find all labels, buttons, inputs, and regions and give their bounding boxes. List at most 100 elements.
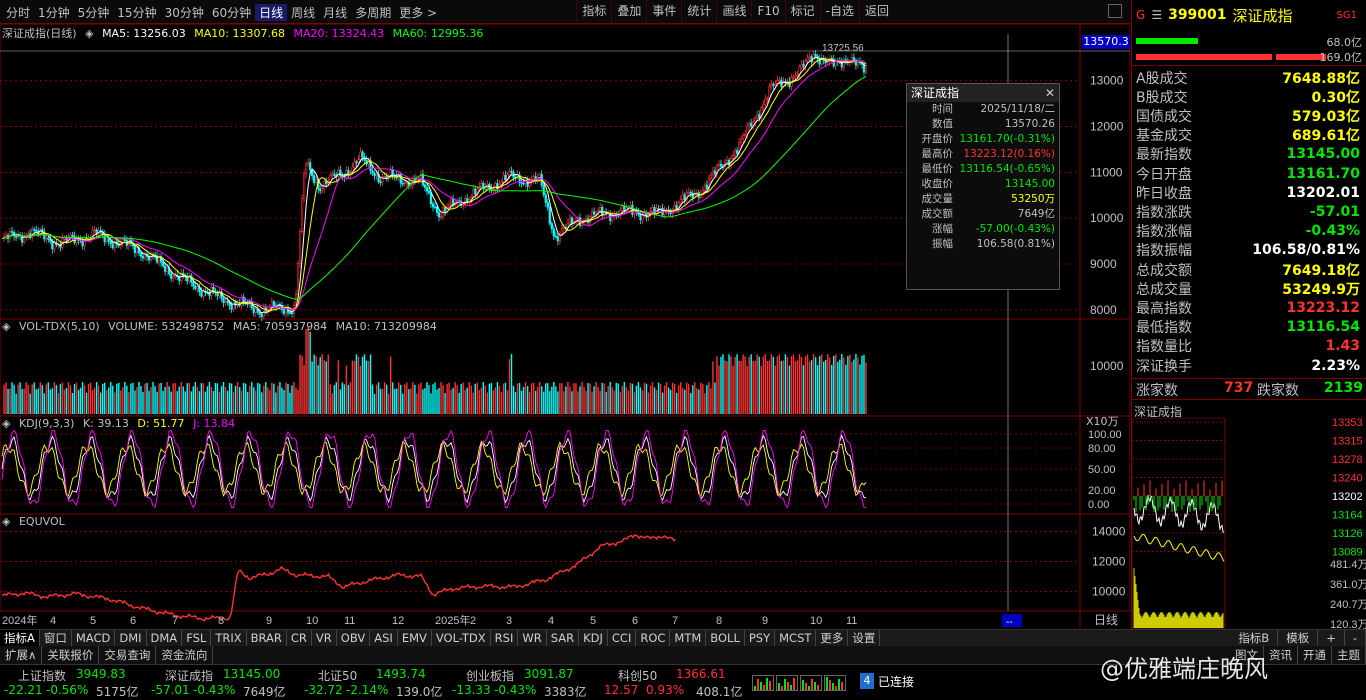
window-restore-icon[interactable]: [1108, 4, 1122, 18]
cursor-value-box: 13570.3: [1082, 35, 1130, 49]
mini-price-tick: 13278: [1332, 454, 1363, 466]
indicator-tab-right[interactable]: +: [1318, 630, 1345, 646]
indicator-tab[interactable]: MACD: [72, 630, 116, 646]
indicator-tab[interactable]: ROC: [636, 630, 671, 646]
vol-collapse-icon[interactable]: ◈: [2, 320, 11, 333]
period-tab[interactable]: 月线: [323, 5, 348, 20]
indicator-tab[interactable]: MTM: [670, 630, 707, 646]
indicator-tab[interactable]: 指标A: [0, 630, 40, 646]
indicator-tab[interactable]: KDJ: [579, 630, 608, 646]
indicator-tab[interactable]: OBV: [337, 630, 371, 646]
indicator-tab-right[interactable]: 模板: [1278, 630, 1319, 646]
candle-body: [568, 217, 572, 224]
indicator-tab[interactable]: FSL: [182, 630, 212, 646]
toolbar-button[interactable]: -自选: [819, 0, 859, 24]
index-name[interactable]: 深证成指: [165, 669, 214, 683]
close-icon[interactable]: ✕: [1044, 86, 1055, 100]
indicator-tab[interactable]: VR: [312, 630, 337, 646]
menu-icon[interactable]: ☰: [1151, 8, 1163, 22]
function-tab-right[interactable]: 开通: [1298, 646, 1332, 664]
candle-body: [500, 181, 503, 185]
mini-chart-title: 深证成指: [1134, 405, 1183, 419]
indicator-tab[interactable]: SAR: [547, 630, 580, 646]
indicator-tab[interactable]: EMV: [398, 630, 432, 646]
toolbar-button[interactable]: 叠加: [611, 0, 646, 24]
mini-price-tick: 13164: [1332, 510, 1363, 522]
period-tab[interactable]: 15分钟: [117, 5, 157, 20]
index-price: 3949.83: [76, 667, 126, 681]
period-tab[interactable]: 5分钟: [77, 5, 110, 20]
candle-body: [14, 235, 18, 238]
collapse-icon[interactable]: ◈: [85, 27, 94, 40]
x-axis-label: 9: [762, 615, 768, 627]
indicator-tab[interactable]: PSY: [745, 630, 776, 646]
toolbar-button[interactable]: 返回: [858, 0, 894, 24]
equvol-collapse-icon[interactable]: ◈: [2, 515, 11, 528]
index-name[interactable]: 创业板指: [466, 669, 515, 683]
kline-chart[interactable]: 13000 12000 11000 10000 9000 8000 13725.56 1000…: [0, 24, 1130, 629]
candle-body: [756, 114, 759, 119]
indicator-tab[interactable]: DMI: [115, 630, 147, 646]
quote-value: 1.43: [1325, 338, 1360, 355]
quote-title-bar: G ☰ 399001 深证成指 SG1: [1132, 0, 1366, 30]
toolbar-button[interactable]: 事件: [646, 0, 681, 24]
indicator-tab[interactable]: DMA: [147, 630, 183, 646]
indicator-tab[interactable]: 更多: [816, 630, 849, 646]
tab-spacer: [213, 646, 1230, 664]
candle-body: [319, 188, 322, 192]
status-mini-bar-fill: [808, 686, 810, 690]
kdj-collapse-icon[interactable]: ◈: [2, 417, 11, 430]
candle-body: [226, 301, 229, 303]
indicator-tab[interactable]: VOL-TDX: [432, 630, 491, 646]
indicator-tab[interactable]: 窗口: [40, 630, 72, 646]
indicator-tab-right[interactable]: 指标B: [1230, 630, 1279, 646]
period-tab[interactable]: 1分钟: [38, 5, 70, 20]
toolbar-button[interactable]: F10: [751, 0, 784, 24]
indicator-tab[interactable]: ASI: [370, 630, 398, 646]
candle-body: [548, 206, 551, 224]
candle-body: [202, 290, 205, 297]
period-tab[interactable]: 分时: [6, 5, 31, 20]
quote-label: 最高指数: [1136, 300, 1192, 317]
indicator-tab[interactable]: BRAR: [247, 630, 287, 646]
index-name[interactable]: 上证指数: [18, 669, 67, 683]
indicator-tab[interactable]: RSI: [491, 630, 519, 646]
x-axis-label: 6: [632, 615, 638, 627]
indicator-tab[interactable]: TRIX: [211, 630, 247, 646]
period-tab[interactable]: 更多 >: [399, 5, 438, 20]
chart-area[interactable]: 13000 12000 11000 10000 9000 8000 13725.56 1000…: [0, 24, 1130, 629]
function-tab[interactable]: 关联报价: [42, 646, 100, 664]
period-tab[interactable]: 60分钟: [211, 5, 252, 20]
function-tab[interactable]: 交易查询: [99, 646, 157, 664]
function-tab[interactable]: 扩展∧: [0, 646, 43, 664]
indicator-tab[interactable]: BOLL: [706, 630, 745, 646]
candle-body: [546, 202, 549, 208]
indicator-tab[interactable]: MCST: [775, 630, 817, 646]
toolbar-button[interactable]: 画线: [716, 0, 751, 24]
candle-body: [47, 237, 50, 240]
candle-body: [111, 243, 114, 249]
function-tab-right[interactable]: 图文: [1230, 646, 1264, 664]
toolbar-button[interactable]: 指标: [576, 0, 611, 24]
period-tab[interactable]: 30分钟: [164, 5, 204, 20]
indicator-tab[interactable]: WR: [518, 630, 547, 646]
toolbar-button[interactable]: 标记: [784, 0, 820, 24]
function-tab-right[interactable]: 资讯: [1264, 646, 1298, 664]
period-tab[interactable]: 日线: [255, 3, 288, 21]
indicator-tab[interactable]: 设置: [848, 630, 881, 646]
period-tab[interactable]: 周线: [291, 5, 316, 20]
indicator-tab-right[interactable]: -: [1345, 630, 1366, 646]
function-tab-right[interactable]: 主题: [1332, 646, 1366, 664]
function-tab[interactable]: 资金流向: [156, 646, 214, 664]
quote-row: 最低指数 13116.54: [1132, 318, 1364, 337]
index-name[interactable]: 北证50: [318, 669, 358, 683]
indicator-tab[interactable]: CCI: [608, 630, 637, 646]
x-axis-label: 4: [548, 615, 554, 627]
indicator-tab[interactable]: CR: [287, 630, 312, 646]
status-mini-bar-fill: [769, 681, 771, 690]
price-tick-label: 10000: [1090, 211, 1124, 225]
period-tab[interactable]: 多周期: [355, 5, 392, 20]
toolbar-button[interactable]: 统计: [681, 0, 716, 24]
intraday-mini-chart[interactable]: 13353 13315 13278 13240 13202 13164 13126 13089…: [1132, 418, 1366, 629]
index-name[interactable]: 科创50: [618, 669, 658, 683]
